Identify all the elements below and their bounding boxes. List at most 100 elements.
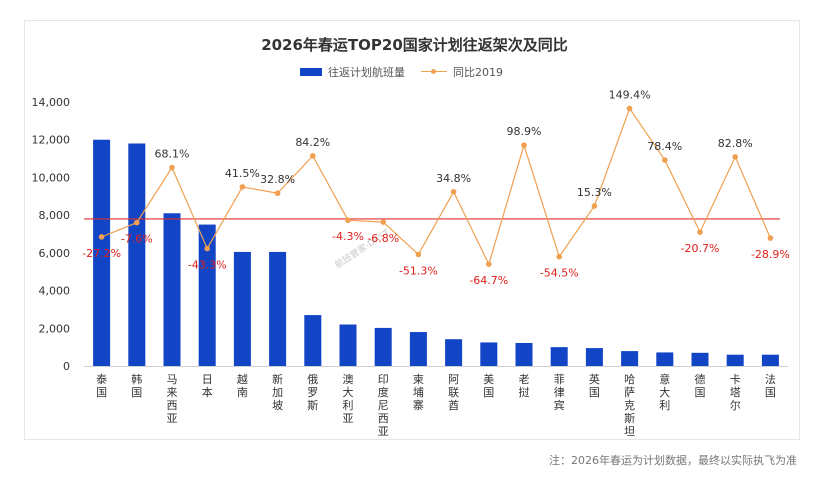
bar bbox=[163, 213, 181, 366]
yoy-point bbox=[486, 261, 492, 267]
yoy-data-label: 34.8% bbox=[436, 172, 471, 185]
x-category-label: 德国 bbox=[695, 372, 706, 399]
bar bbox=[374, 327, 392, 366]
bar bbox=[691, 352, 709, 366]
yoy-data-label: 98.9% bbox=[507, 125, 542, 138]
yoy-data-label: -28.9% bbox=[751, 248, 790, 261]
yoy-point bbox=[767, 235, 774, 241]
x-category-label: 日本 bbox=[202, 373, 213, 399]
yoy-data-label: 41.5% bbox=[225, 167, 260, 180]
yoy-point bbox=[310, 153, 316, 159]
x-category-label: 阿联酋 bbox=[448, 373, 459, 412]
yoy-data-label: -51.3% bbox=[399, 264, 438, 277]
bar bbox=[128, 143, 146, 366]
yoy-point bbox=[98, 234, 105, 240]
bar bbox=[480, 342, 498, 366]
bar bbox=[409, 332, 427, 366]
x-category-label: 韩国 bbox=[131, 372, 142, 399]
yoy-data-label: -54.5% bbox=[540, 267, 579, 280]
x-category-label: 卡塔尔 bbox=[730, 373, 741, 412]
yoy-data-label: 78.4% bbox=[647, 140, 682, 153]
legend-line-swatch bbox=[421, 67, 447, 77]
x-category-label: 柬埔寨 bbox=[413, 373, 424, 412]
yoy-data-label: 15.3% bbox=[577, 186, 612, 199]
x-category-label: 菲律宾 bbox=[554, 373, 565, 412]
x-category-label: 澳大利亚 bbox=[343, 373, 354, 425]
chart-title: 2026年春运TOP20国家计划往返架次及同比 bbox=[261, 36, 568, 54]
y-tick-label: 12,000 bbox=[32, 134, 71, 147]
yoy-data-label: -7.6% bbox=[121, 233, 153, 246]
x-category-label: 哈萨克斯坦 bbox=[624, 373, 635, 438]
yoy-point bbox=[450, 188, 457, 195]
yoy-point bbox=[415, 251, 422, 258]
bar bbox=[198, 224, 216, 366]
bar bbox=[233, 251, 251, 366]
chart-card bbox=[24, 20, 800, 440]
yoy-point bbox=[239, 184, 246, 190]
legend-bar-label: 往返计划航班量 bbox=[328, 66, 405, 79]
bar bbox=[515, 342, 533, 366]
yoy-data-label: 68.1% bbox=[155, 148, 190, 161]
y-tick-label: 10,000 bbox=[32, 171, 71, 184]
yoy-point bbox=[204, 245, 210, 252]
y-tick-label: 2,000 bbox=[39, 322, 71, 335]
yoy-point bbox=[626, 105, 633, 112]
bar bbox=[656, 352, 674, 366]
yoy-data-label: 82.8% bbox=[718, 137, 753, 150]
yoy-point bbox=[380, 219, 387, 225]
yoy-data-label: -43.3% bbox=[188, 259, 227, 272]
yoy-data-label: -20.7% bbox=[681, 242, 720, 255]
footnote: 注：2026年春运为计划数据，最终以实际执飞为准 bbox=[549, 454, 797, 467]
bar bbox=[550, 347, 568, 366]
bar bbox=[304, 315, 322, 366]
x-category-label: 老挝 bbox=[519, 373, 530, 399]
x-category-label: 泰国 bbox=[96, 372, 107, 399]
x-category-label: 美国 bbox=[483, 373, 494, 399]
bar bbox=[269, 251, 287, 366]
legend: 往返计划航班量 同比2019 bbox=[300, 64, 503, 80]
x-category-label: 印度尼西亚 bbox=[378, 373, 389, 438]
y-tick-label: 8,000 bbox=[39, 209, 71, 222]
legend-item-bar: 往返计划航班量 bbox=[300, 64, 405, 80]
x-category-label: 新加坡 bbox=[272, 372, 283, 412]
legend-bar-swatch bbox=[300, 68, 322, 76]
yoy-point bbox=[169, 164, 175, 171]
yoy-point bbox=[521, 142, 527, 148]
yoy-data-label: 149.4% bbox=[609, 88, 651, 101]
yoy-data-label: -64.7% bbox=[469, 274, 508, 287]
yoy-data-label: 32.8% bbox=[260, 173, 295, 186]
legend-line-label: 同比2019 bbox=[453, 66, 503, 79]
bar bbox=[726, 354, 744, 366]
yoy-data-label: -6.8% bbox=[367, 232, 399, 245]
yoy-data-label: 84.2% bbox=[295, 136, 330, 149]
x-category-label: 英国 bbox=[589, 372, 600, 399]
bar bbox=[445, 339, 463, 366]
yoy-point bbox=[732, 154, 738, 160]
yoy-line bbox=[101, 107, 771, 266]
x-category-label: 意大利 bbox=[659, 372, 670, 412]
x-category-label: 马来西亚 bbox=[167, 373, 178, 425]
y-tick-label: 4,000 bbox=[39, 285, 71, 298]
bar bbox=[339, 324, 357, 366]
x-category-label: 越南 bbox=[237, 372, 248, 399]
yoy-point bbox=[134, 219, 140, 226]
yoy-point bbox=[591, 203, 598, 209]
yoy-data-label: -27.2% bbox=[82, 247, 121, 260]
bar bbox=[761, 354, 779, 366]
x-category-label: 法国 bbox=[765, 372, 776, 399]
yoy-point bbox=[345, 217, 351, 224]
bar bbox=[621, 351, 639, 366]
yoy-point bbox=[662, 157, 668, 163]
bar bbox=[585, 348, 603, 366]
y-tick-label: 6,000 bbox=[39, 247, 71, 260]
yoy-point bbox=[556, 253, 562, 260]
yoy-point bbox=[697, 229, 703, 235]
yoy-point bbox=[274, 190, 281, 197]
y-tick-label: 0 bbox=[63, 360, 70, 373]
bar bbox=[93, 139, 111, 366]
x-category-label: 俄罗斯 bbox=[307, 373, 318, 412]
y-tick-label: 14,000 bbox=[32, 96, 71, 109]
legend-item-line: 同比2019 bbox=[421, 64, 503, 80]
yoy-data-label: -4.3% bbox=[332, 230, 364, 243]
